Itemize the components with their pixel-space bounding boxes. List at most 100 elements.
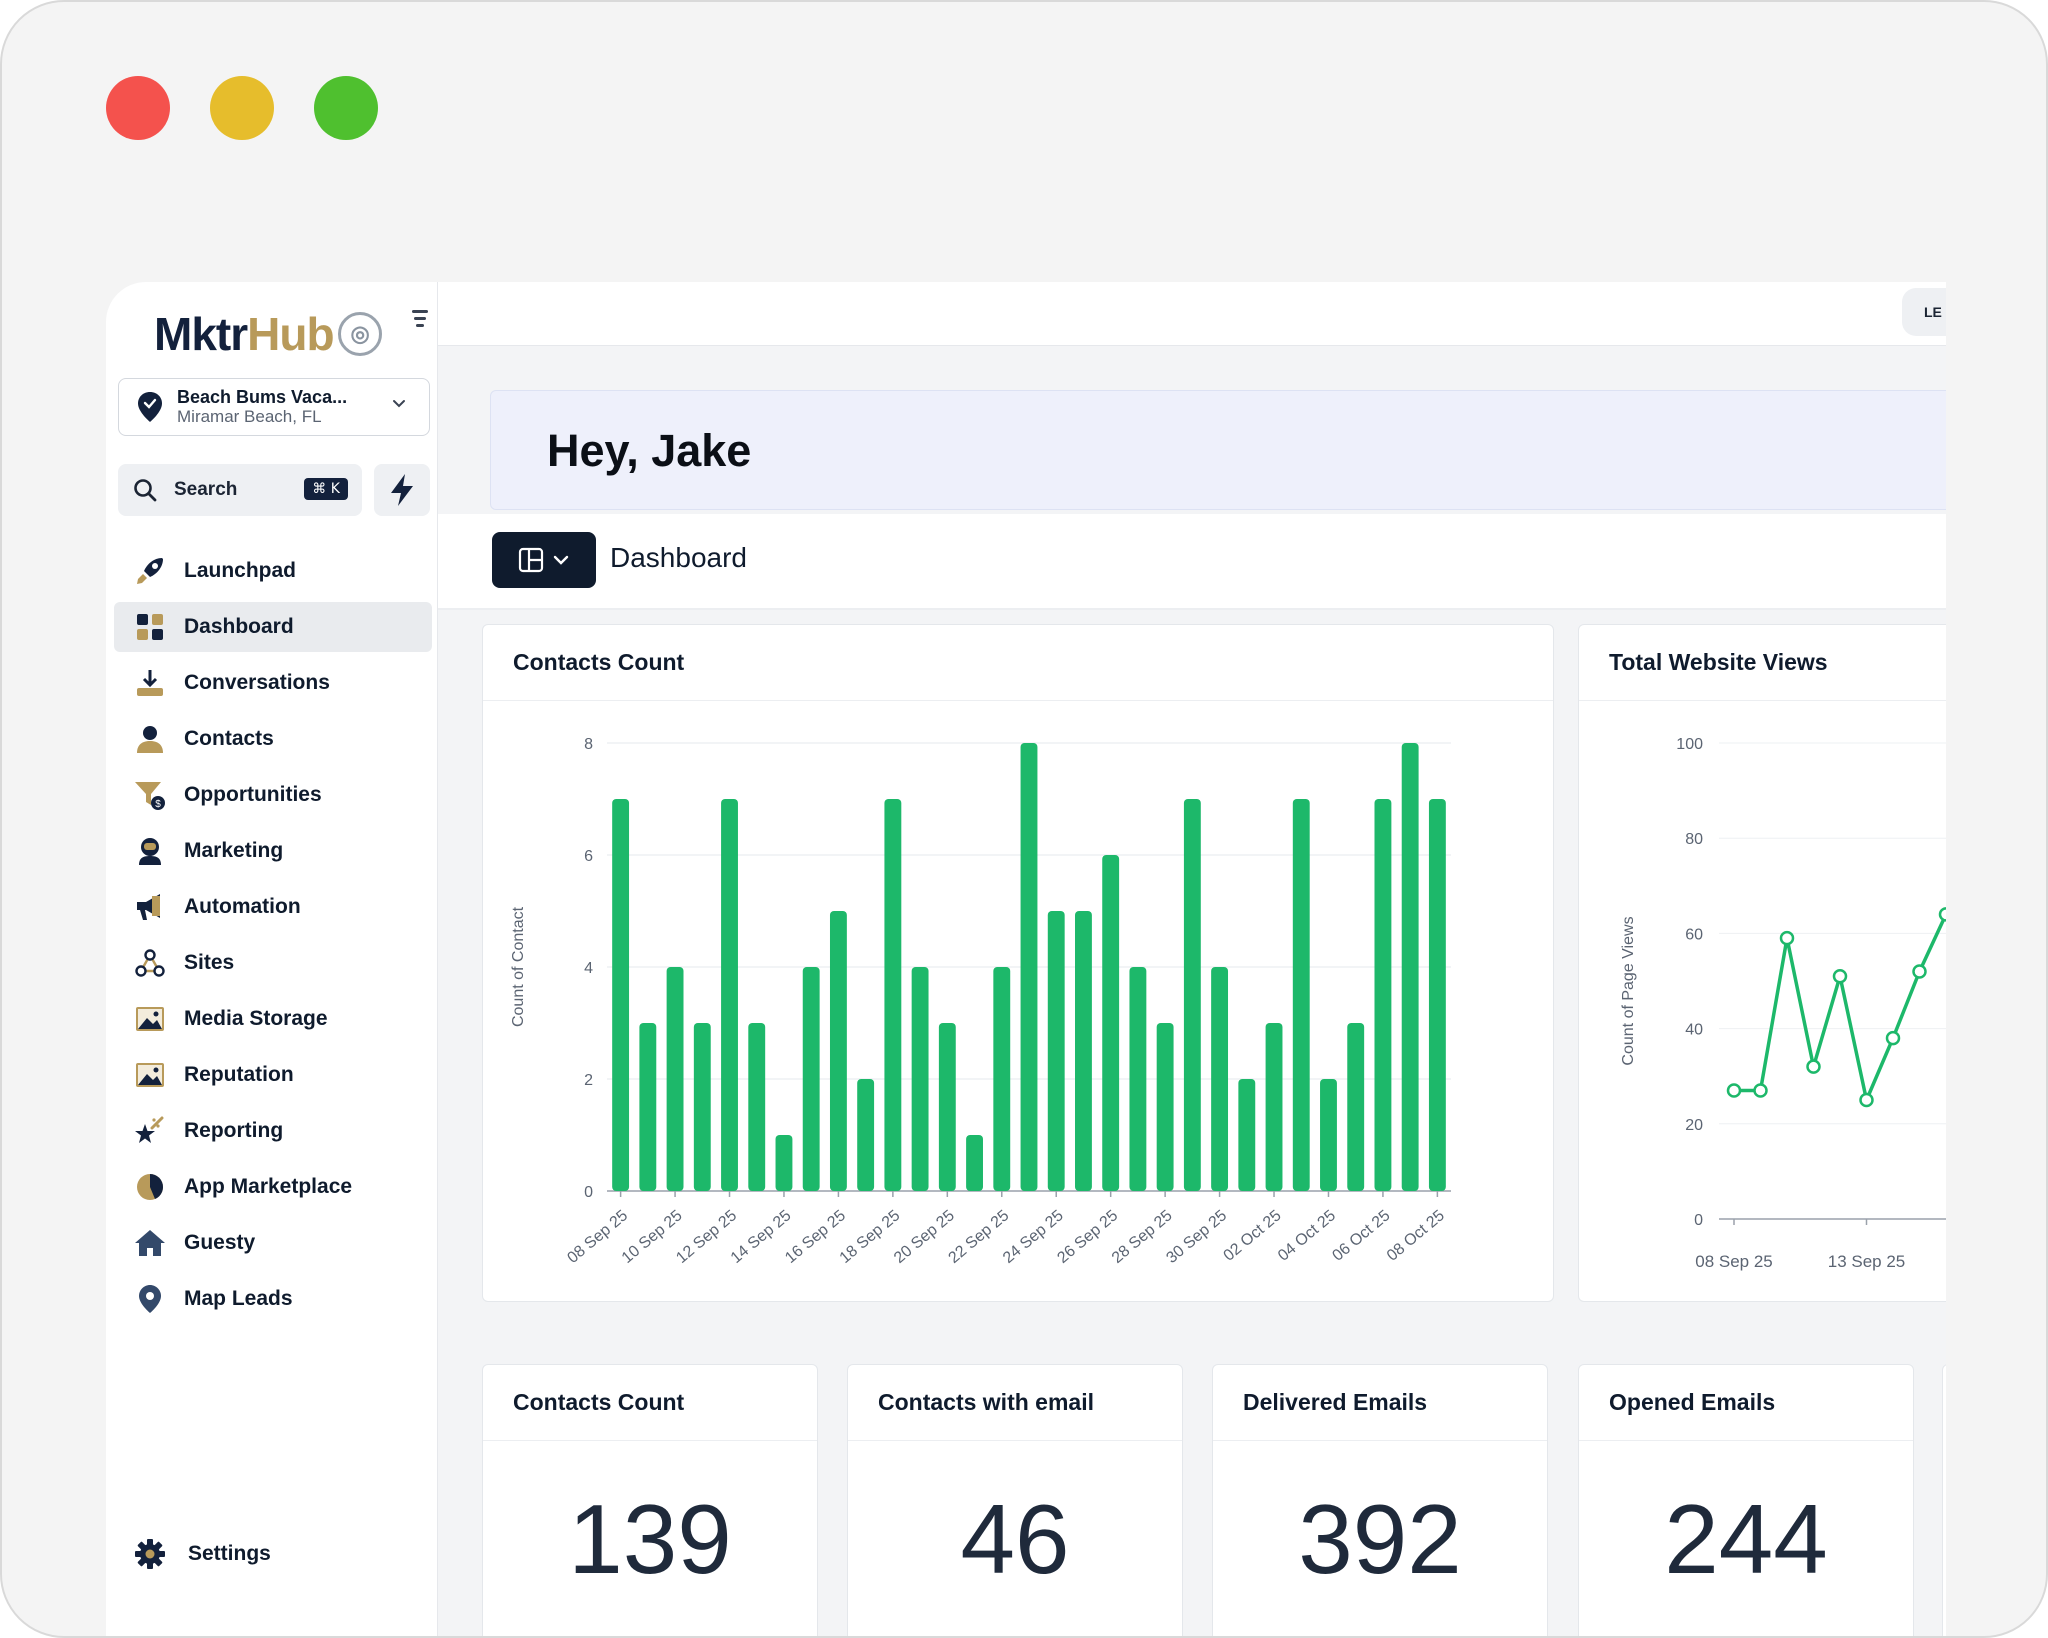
bar [884,799,902,1191]
data-point [1806,1059,1821,1074]
bar [775,1135,793,1191]
stat-card-delivered-emails: Delivered Emails 392 [1212,1364,1548,1636]
collapse-sidebar-icon[interactable] [412,310,430,331]
bar [693,1023,711,1191]
bar [1401,743,1419,1191]
bar [1020,743,1038,1191]
sidebar-item-guesty[interactable]: Guesty [114,1218,432,1268]
y-tick-label: 2 [584,1072,593,1089]
quick-actions-button[interactable] [374,464,430,516]
sidebar-item-dashboard[interactable]: Dashboard [114,602,432,652]
stat-card-contacts-count: Contacts Count 139 [482,1364,818,1636]
sidebar-item-label: Map Leads [184,1287,293,1310]
stat-value: 139 [568,1484,732,1594]
sidebar-item-label: Contacts [184,727,274,750]
y-tick-label: 0 [584,1184,593,1201]
bar [1428,799,1446,1191]
bar [1183,799,1201,1191]
house-icon [134,1227,166,1259]
x-tick-label: 08 Oct 25 [1384,1207,1448,1265]
sidebar-item-map-leads[interactable]: Map Leads [114,1274,432,1324]
y-tick-label: 60 [1685,926,1703,943]
astronaut-icon [134,835,166,867]
sidebar-item-contacts[interactable]: Contacts [114,714,432,764]
stat-value: 46 [960,1484,1070,1594]
bar [1211,967,1229,1191]
close-window-button[interactable] [106,76,170,140]
sidebar-item-automation[interactable]: Automation [114,882,432,932]
megaphone-icon [134,891,166,923]
y-tick-label: 20 [1685,1117,1703,1134]
bar [966,1135,983,1191]
network-icon [134,947,166,979]
bar [829,911,847,1191]
sidebar-item-app-marketplace[interactable]: App Marketplace [114,1162,432,1212]
y-tick-label: 4 [584,960,593,977]
x-tick-label: 30 Sep 25 [1163,1207,1230,1267]
stat-label: Contacts Count [483,1365,817,1441]
bar [1047,911,1065,1191]
y-axis-title: Count of Contact [510,906,527,1027]
sidebar-item-opportunities[interactable]: $ Opportunities [114,770,432,820]
website-views-line-chart: 0 20 40 60 80 100 08 Sep 25 13 Sep 25 Count of P… [1620,736,1946,1271]
bar [748,1023,766,1191]
bar [1102,855,1120,1191]
y-tick-label: 80 [1685,831,1703,848]
stat-label: Delivered Emails [1213,1365,1547,1441]
dashboard-switcher-button[interactable] [492,532,596,588]
sidebar-item-reputation[interactable]: Reputation [114,1050,432,1100]
inbox-download-icon [134,667,166,699]
top-bar-right-button[interactable]: LE [1902,288,1946,336]
location-address: Miramar Beach, FL [177,406,322,426]
sidebar-item-launchpad[interactable]: Launchpad [114,546,432,596]
stat-label: Opened Emails [1579,1365,1913,1441]
series-line [1734,913,1946,1102]
data-point [1938,907,1946,922]
card-title: Contacts Count [483,625,1553,701]
gear-icon [135,1539,165,1569]
layout-icon [518,547,544,573]
person-icon [134,723,166,755]
data-point [1885,1030,1901,1046]
location-name: Beach Bums Vaca... [177,386,348,407]
top-bar: LE [438,282,1946,346]
search-shortcut-badge: ⌘ K [304,478,348,500]
sidebar-item-settings[interactable]: Settings [134,1538,271,1570]
bar [911,967,929,1191]
bar [1075,911,1092,1191]
sidebar-item-conversations[interactable]: Conversations [114,658,432,708]
bar [1238,1079,1256,1191]
search-button[interactable]: Search ⌘ K [118,464,362,516]
rocket-icon [134,555,166,587]
y-tick-label: 0 [1694,1212,1703,1229]
sidebar-item-marketing[interactable]: Marketing [114,826,432,876]
sidebar-item-media-storage[interactable]: Media Storage [114,994,432,1044]
image-icon [134,1059,166,1091]
sidebar-item-label: App Marketplace [184,1175,353,1198]
image-icon [134,1003,166,1035]
bar [1265,1023,1283,1191]
dashboard-icon [134,611,166,643]
x-tick-label: 08 Sep 25 [1695,1252,1773,1271]
bar [857,1079,875,1191]
location-switcher[interactable]: Beach Bums Vaca... Miramar Beach, FL [118,378,430,436]
stat-value: 392 [1298,1484,1462,1594]
data-point [1912,964,1927,979]
stat-card-contacts-with-email: Contacts with email 46 [847,1364,1183,1636]
sidebar-item-label: Opportunities [184,783,322,806]
stat-card-opened-emails: Opened Emails 244 [1578,1364,1914,1636]
sidebar-item-sites[interactable]: Sites [114,938,432,988]
sidebar-item-reporting[interactable]: Reporting [114,1106,432,1156]
maximize-window-button[interactable] [314,76,378,140]
app-logo[interactable]: Mktr Hub ◎ [154,302,382,366]
y-tick-label: 100 [1676,736,1703,753]
contacts-chart-card: Contacts Count 0 2 4 6 8 08 Sep 25 10 Sep 25 12… [482,624,1554,1302]
data-point [1753,1083,1768,1098]
sidebar-item-label: Media Storage [184,1007,328,1030]
funnel-dollar-icon: $ [134,779,166,811]
minimize-window-button[interactable] [210,76,274,140]
dashboard-header: Dashboard [438,514,1946,610]
chevron-down-icon [393,400,405,408]
dashboard-title: Dashboard [610,542,747,573]
sidebar-item-label: Marketing [184,839,284,862]
